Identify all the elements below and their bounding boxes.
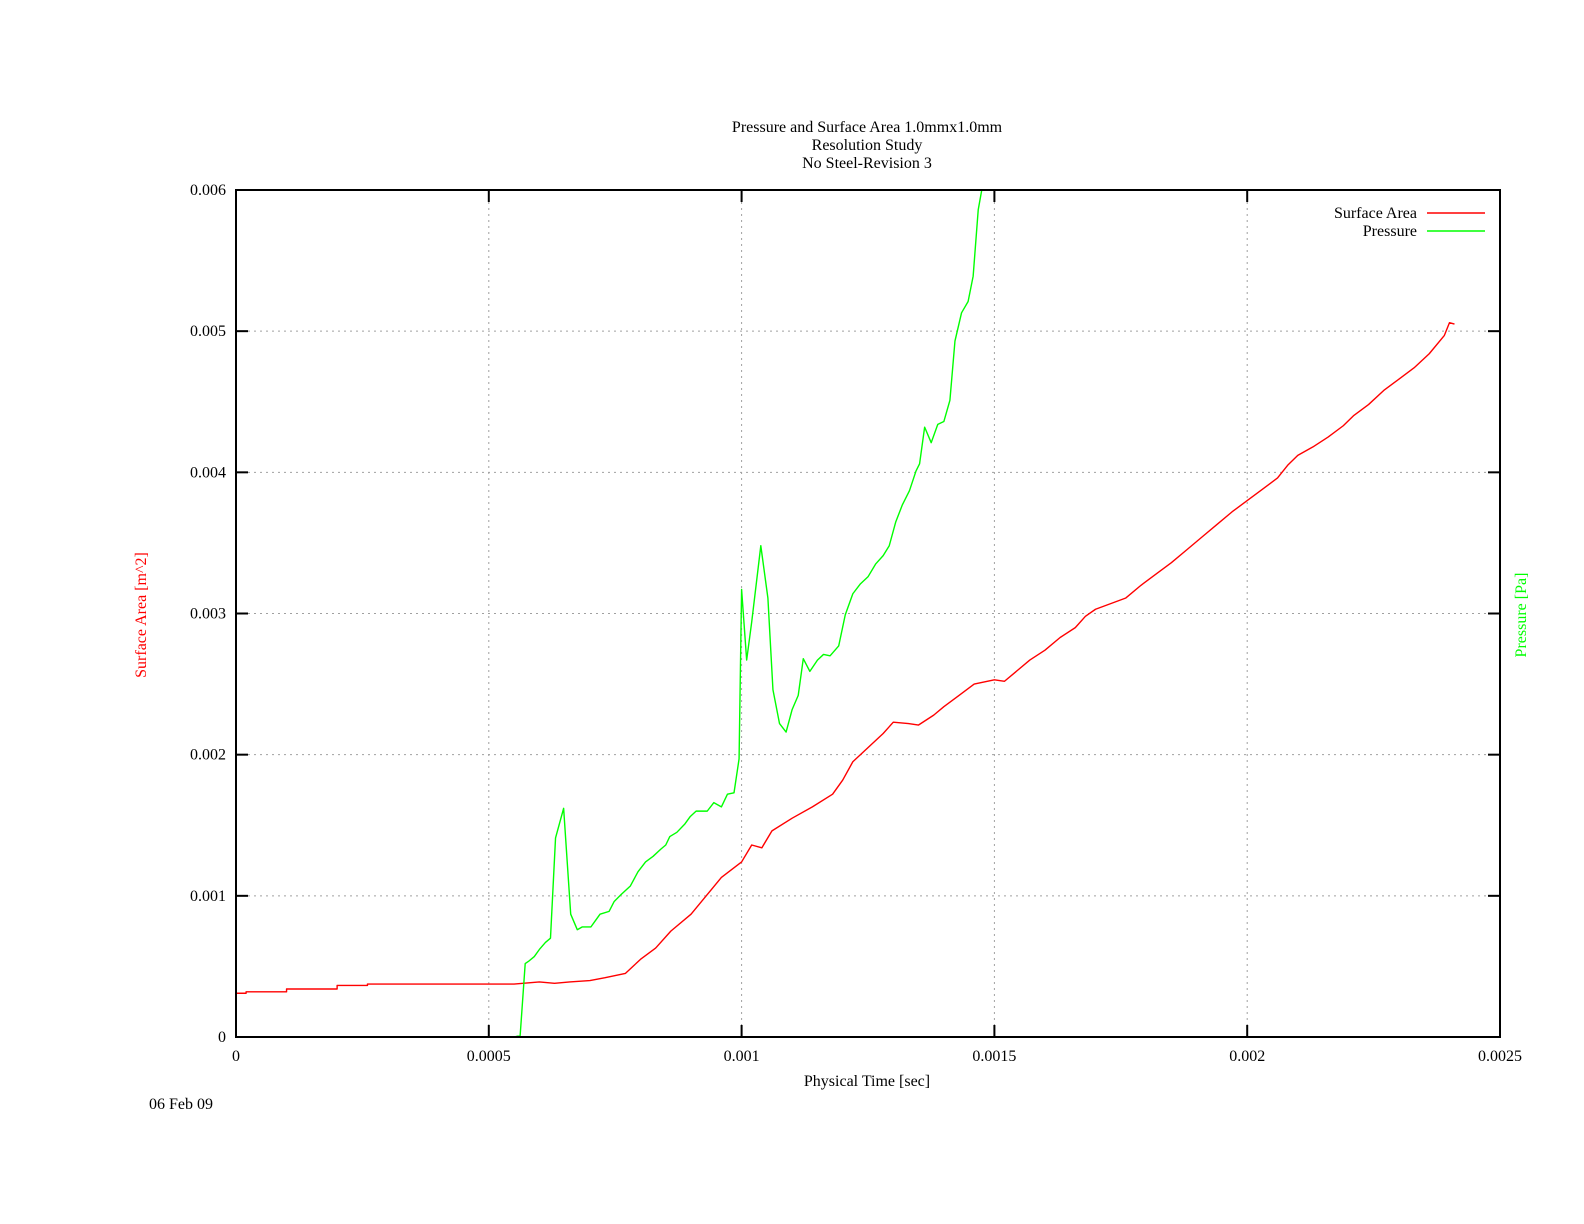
x-axis-label: Physical Time [sec] [804, 1073, 930, 1090]
y-tick-label: 0.001 [190, 888, 226, 905]
y-tick-label: 0.002 [190, 747, 226, 764]
axis-ticks: 0 0.001 0.002 0.003 0.004 0.005 0.006 0 0.0005 0.… [190, 182, 1522, 1065]
legend-label: Surface Area [1334, 205, 1417, 222]
y-tick-label: 0.005 [190, 323, 226, 340]
x-tick-label: 0.001 [724, 1048, 760, 1065]
y-tick-label: 0.003 [190, 606, 226, 623]
y-tick-label: 0 [218, 1029, 226, 1046]
series-line-surface-area [236, 322, 1455, 994]
x-tick-label: 0 [232, 1048, 240, 1065]
footer-date: 06 Feb 09 [149, 1096, 213, 1113]
x-tick-label: 0.0005 [467, 1048, 511, 1065]
plot-series [236, 190, 1455, 1037]
y2-axis-label: Pressure [Pa] [1513, 573, 1530, 658]
x-tick-label: 0.0015 [972, 1048, 1016, 1065]
x-tick-label: 0.002 [1229, 1048, 1265, 1065]
chart-title-line-3: No Steel-Revision 3 [802, 155, 932, 172]
legend-label: Pressure [1363, 223, 1417, 240]
y-axis-label: Surface Area [m^2] [133, 552, 150, 678]
chart-title-line-1: Pressure and Surface Area 1.0mmx1.0mm [732, 119, 1003, 136]
series-line-pressure [236, 190, 983, 1037]
y-tick-label: 0.004 [190, 464, 226, 481]
grid-lines [236, 190, 1500, 1037]
y-tick-label: 0.006 [190, 182, 226, 199]
chart-title-line-2: Resolution Study [812, 137, 923, 154]
x-tick-label: 0.0025 [1478, 1048, 1522, 1065]
